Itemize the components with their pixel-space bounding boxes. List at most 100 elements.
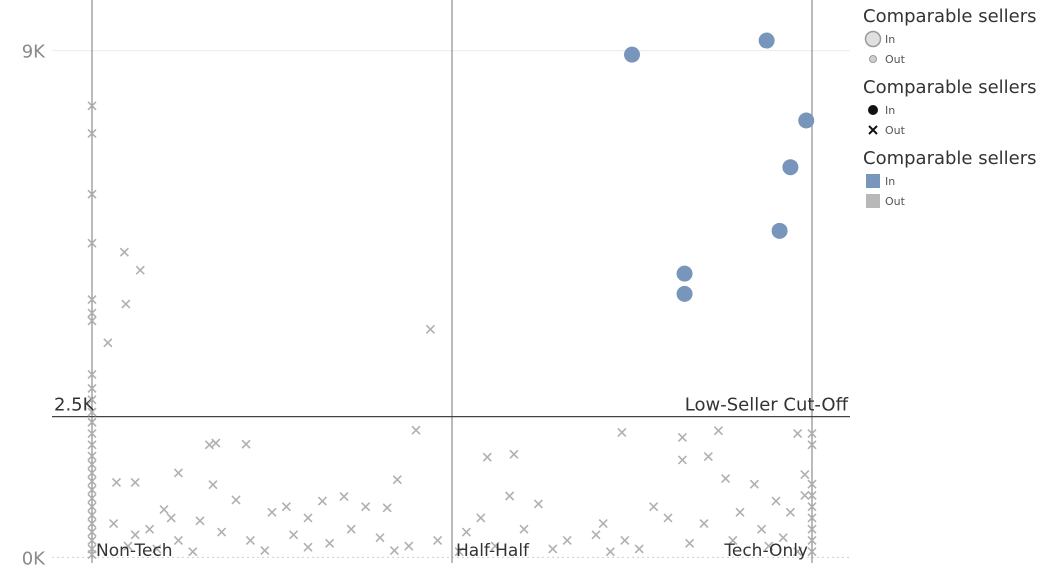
- out-point[interactable]: [807, 535, 817, 546]
- out-point[interactable]: [325, 538, 335, 548]
- in-point[interactable]: [798, 112, 815, 129]
- out-point[interactable]: [87, 316, 97, 326]
- out-point[interactable]: [87, 308, 97, 318]
- out-point[interactable]: [87, 502, 97, 512]
- out-point[interactable]: [231, 495, 241, 505]
- out-point[interactable]: [166, 513, 176, 523]
- out-point[interactable]: [87, 510, 97, 520]
- out-point[interactable]: [267, 507, 277, 517]
- out-point[interactable]: [807, 524, 817, 534]
- out-point[interactable]: [204, 440, 214, 450]
- legend-color-item-out[interactable]: Out: [863, 191, 1053, 211]
- out-point[interactable]: [713, 426, 723, 436]
- out-point[interactable]: [533, 499, 543, 509]
- out-point[interactable]: [728, 535, 738, 546]
- out-point[interactable]: [482, 452, 492, 462]
- out-point[interactable]: [807, 490, 817, 501]
- out-point[interactable]: [490, 541, 500, 551]
- in-point[interactable]: [676, 285, 693, 302]
- out-point[interactable]: [721, 473, 731, 484]
- out-point[interactable]: [145, 524, 155, 534]
- out-point[interactable]: [87, 189, 97, 199]
- out-point[interactable]: [87, 549, 97, 560]
- out-point[interactable]: [389, 546, 399, 556]
- out-point[interactable]: [103, 338, 113, 348]
- out-point[interactable]: [620, 535, 630, 546]
- out-point[interactable]: [130, 477, 140, 488]
- out-point[interactable]: [771, 496, 781, 506]
- out-point[interactable]: [605, 547, 615, 557]
- out-point[interactable]: [87, 519, 97, 529]
- out-point[interactable]: [87, 238, 97, 248]
- out-point[interactable]: [87, 294, 97, 305]
- legend-shape-item-in[interactable]: In: [863, 100, 1053, 120]
- in-point[interactable]: [758, 32, 775, 49]
- out-point[interactable]: [785, 507, 795, 517]
- out-point[interactable]: [591, 530, 601, 540]
- out-point[interactable]: [617, 427, 627, 437]
- out-point[interactable]: [130, 530, 140, 540]
- out-point[interactable]: [598, 519, 608, 529]
- out-point[interactable]: [87, 485, 97, 495]
- out-point[interactable]: [87, 395, 97, 405]
- in-point[interactable]: [782, 159, 799, 176]
- out-point[interactable]: [195, 516, 205, 526]
- out-point[interactable]: [87, 383, 97, 394]
- out-point[interactable]: [87, 128, 97, 138]
- out-point[interactable]: [519, 524, 529, 534]
- legend-size-item-out[interactable]: Out: [863, 49, 1053, 69]
- out-point[interactable]: [245, 535, 255, 546]
- out-point[interactable]: [339, 492, 349, 502]
- out-point[interactable]: [764, 541, 774, 551]
- out-point[interactable]: [87, 451, 97, 461]
- out-point[interactable]: [87, 535, 97, 546]
- out-point[interactable]: [425, 324, 435, 334]
- out-point[interactable]: [404, 541, 414, 551]
- out-point[interactable]: [382, 503, 392, 513]
- out-point[interactable]: [800, 490, 810, 501]
- out-point[interactable]: [375, 533, 385, 543]
- out-point[interactable]: [123, 541, 133, 551]
- out-point[interactable]: [87, 407, 97, 417]
- out-point[interactable]: [361, 502, 371, 512]
- in-point[interactable]: [771, 222, 788, 239]
- in-point[interactable]: [624, 46, 640, 63]
- out-point[interactable]: [188, 547, 198, 557]
- out-point[interactable]: [346, 524, 356, 534]
- out-point[interactable]: [807, 428, 817, 439]
- out-point[interactable]: [87, 428, 97, 439]
- out-point[interactable]: [649, 502, 659, 512]
- out-point[interactable]: [87, 476, 97, 486]
- out-point[interactable]: [685, 538, 695, 548]
- out-point[interactable]: [159, 504, 169, 515]
- out-point[interactable]: [87, 369, 97, 379]
- out-point[interactable]: [87, 527, 97, 537]
- out-point[interactable]: [109, 519, 119, 529]
- out-point[interactable]: [173, 468, 183, 478]
- out-point[interactable]: [152, 544, 162, 554]
- out-point[interactable]: [634, 544, 644, 554]
- legend-shape-item-out[interactable]: Out: [863, 120, 1053, 140]
- out-point[interactable]: [87, 440, 97, 450]
- out-point[interactable]: [800, 470, 810, 480]
- out-point[interactable]: [807, 440, 817, 450]
- out-point[interactable]: [757, 524, 767, 534]
- out-point[interactable]: [87, 417, 97, 427]
- out-point[interactable]: [793, 547, 803, 557]
- out-point[interactable]: [111, 477, 122, 488]
- out-point[interactable]: [677, 455, 687, 465]
- legend-color-item-in[interactable]: In: [863, 171, 1053, 191]
- out-point[interactable]: [749, 479, 759, 489]
- out-point[interactable]: [260, 546, 270, 556]
- out-point[interactable]: [217, 527, 227, 537]
- out-point[interactable]: [454, 547, 464, 557]
- out-point[interactable]: [505, 491, 515, 501]
- out-point[interactable]: [303, 513, 313, 523]
- out-point[interactable]: [241, 439, 251, 449]
- out-point[interactable]: [703, 452, 713, 462]
- out-point[interactable]: [793, 428, 803, 439]
- out-point[interactable]: [807, 502, 817, 512]
- out-point[interactable]: [173, 535, 183, 546]
- out-point[interactable]: [807, 547, 817, 557]
- out-point[interactable]: [461, 527, 471, 537]
